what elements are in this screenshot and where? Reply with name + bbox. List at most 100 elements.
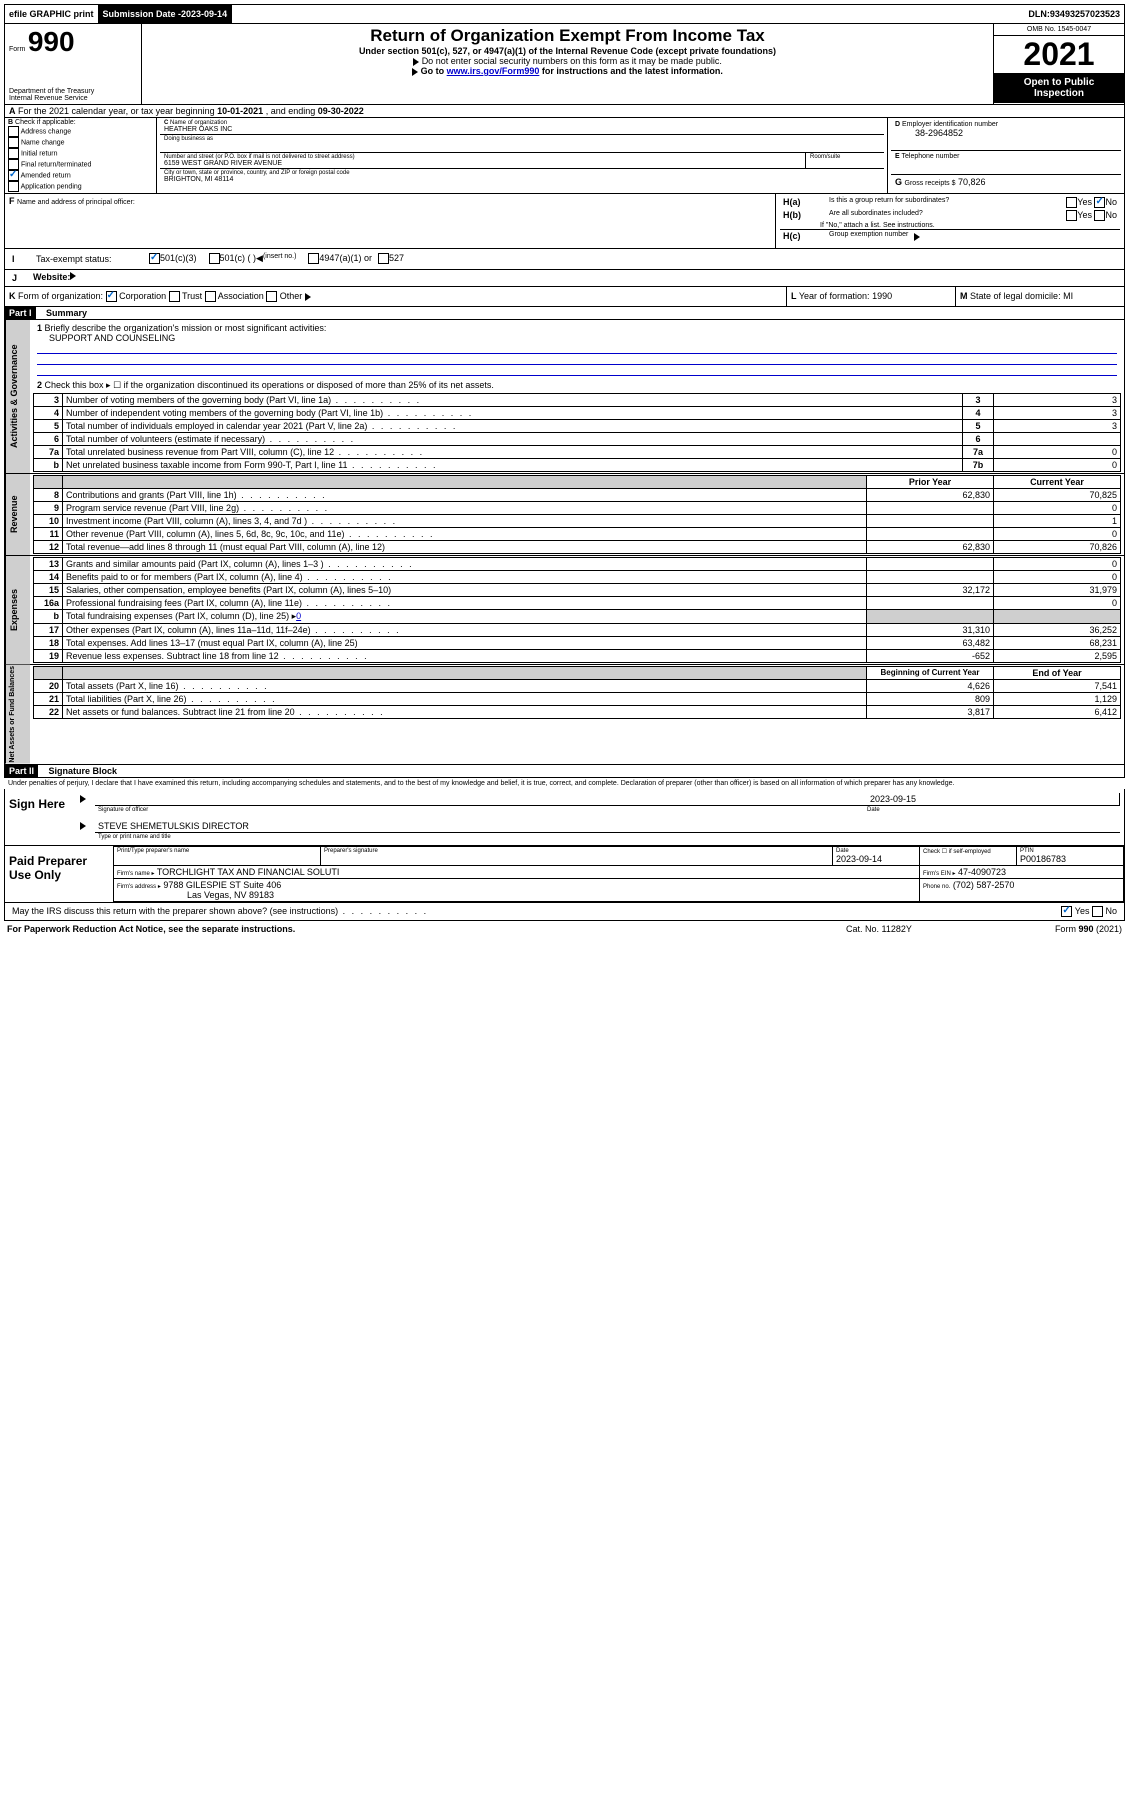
- check-501c3[interactable]: [149, 253, 160, 264]
- check-trust[interactable]: [169, 291, 180, 302]
- dept-treasury: Department of the Treasury: [9, 88, 137, 95]
- revenue-table: Prior YearCurrent Year 8Contributions an…: [33, 475, 1121, 554]
- prep-date: 2023-09-14: [836, 854, 916, 864]
- date-label: Date: [864, 806, 1120, 814]
- firm-addr1: 9788 GILESPIE ST Suite 406: [163, 880, 281, 890]
- sidebar-revenue: Revenue: [5, 474, 30, 555]
- arrow-icon: [412, 68, 418, 76]
- org-name: HEATHER OAKS INC: [164, 126, 880, 133]
- check-501c[interactable]: [209, 253, 220, 264]
- discuss-row: May the IRS discuss this return with the…: [4, 903, 1125, 921]
- tax-year: 2021: [994, 36, 1124, 73]
- ha-no[interactable]: [1094, 197, 1105, 208]
- part2-header: Part II: [5, 765, 38, 777]
- fundraising-link[interactable]: 0: [296, 611, 301, 621]
- firm-ein: 47-4090723: [958, 867, 1006, 877]
- footer-left: For Paperwork Reduction Act Notice, see …: [4, 923, 843, 935]
- city-state-zip: BRIGHTON, MI 48114: [164, 176, 880, 183]
- street-address: 6159 WEST GRAND RIVER AVENUE: [164, 160, 801, 167]
- hb-yes[interactable]: [1066, 210, 1077, 221]
- paid-preparer-block: Paid Preparer Use Only Print/Type prepar…: [4, 846, 1125, 903]
- form-number: 990: [28, 26, 75, 57]
- arrow-icon: [70, 272, 76, 280]
- footer-catno: Cat. No. 11282Y: [843, 923, 999, 935]
- form-title: Return of Organization Exempt From Incom…: [144, 26, 991, 46]
- hb-note: If "No," attach a list. See instructions…: [780, 222, 1120, 229]
- line-a: A For the 2021 calendar year, or tax yea…: [4, 105, 1125, 118]
- check-corporation[interactable]: [106, 291, 117, 302]
- line-i: I Tax-exempt status: 501(c)(3) 501(c) ( …: [4, 249, 1125, 270]
- arrow-icon: [413, 58, 419, 66]
- check-association[interactable]: [205, 291, 216, 302]
- hc-label: Group exemption number: [826, 230, 911, 242]
- sig-officer-label: Signature of officer: [95, 806, 864, 814]
- hb-label: Are all subordinates included?: [826, 209, 1063, 222]
- b-label: Check if applicable:: [15, 119, 76, 126]
- part1-header-row: Part I Summary: [4, 307, 1125, 320]
- state-domicile: MI: [1063, 291, 1073, 301]
- discuss-no[interactable]: [1092, 906, 1103, 917]
- sign-here-block: Sign Here 2023-09-15 Signature of office…: [4, 789, 1125, 846]
- arrow-icon: [80, 795, 86, 803]
- part1-header: Part I: [5, 307, 36, 319]
- firm-addr2: Las Vegas, NV 89183: [117, 890, 274, 900]
- check-application-pending[interactable]: [8, 181, 19, 192]
- ein: 38-2964852: [895, 128, 1117, 138]
- revenue-block: Revenue Prior YearCurrent Year 8Contribu…: [4, 474, 1125, 556]
- omb-number: OMB No. 1545-0047: [994, 24, 1124, 36]
- submission-date: Submission Date - 2023-09-14: [99, 5, 233, 23]
- firm-name: TORCHLIGHT TAX AND FINANCIAL SOLUTI: [157, 867, 340, 877]
- gross-receipts: 70,826: [958, 177, 986, 187]
- ptin: P00186783: [1020, 854, 1120, 864]
- part1-body: Activities & Governance 1 Briefly descri…: [4, 320, 1125, 474]
- sign-here-label: Sign Here: [5, 789, 73, 845]
- ha-yes[interactable]: [1066, 197, 1077, 208]
- topbar: efile GRAPHIC print Submission Date - 20…: [4, 4, 1125, 24]
- check-4947[interactable]: [308, 253, 319, 264]
- paid-preparer-label: Paid Preparer Use Only: [5, 846, 113, 902]
- expenses-block: Expenses 13Grants and similar amounts pa…: [4, 556, 1125, 665]
- part2-header-row: Part II Signature Block: [4, 765, 1125, 778]
- room-suite-label: Room/suite: [806, 153, 884, 168]
- l1-label: Briefly describe the organization's miss…: [45, 323, 327, 333]
- check-527[interactable]: [378, 253, 389, 264]
- declaration-text: Under penalties of perjury, I declare th…: [4, 778, 1125, 789]
- sidebar-expenses: Expenses: [5, 556, 30, 664]
- line-klm: K Form of organization: Corporation Trus…: [4, 287, 1125, 307]
- note-ssn: Do not enter social security numbers on …: [422, 56, 722, 66]
- footer: For Paperwork Reduction Act Notice, see …: [4, 921, 1125, 937]
- check-initial-return[interactable]: [8, 148, 19, 159]
- open-inspection: Open to Public Inspection: [994, 73, 1124, 103]
- year-formation: 1990: [872, 291, 892, 301]
- officer-name-title: STEVE SHEMETULSKIS DIRECTOR: [95, 820, 1120, 833]
- dln: DLN: 93493257023523: [1024, 5, 1124, 23]
- firm-phone: (702) 587-2570: [953, 880, 1015, 890]
- preparer-table: Print/Type preparer's name Preparer's si…: [113, 846, 1124, 902]
- f-label: Name and address of principal officer:: [17, 199, 135, 206]
- arrow-icon: [305, 293, 311, 301]
- goto-pre: Go to: [421, 66, 447, 76]
- efile-label[interactable]: efile GRAPHIC print: [5, 5, 99, 23]
- check-name-change[interactable]: [8, 137, 19, 148]
- goto-post: for instructions and the latest informat…: [539, 66, 723, 76]
- check-address-change[interactable]: [8, 126, 19, 137]
- l2-text: Check this box ▸ ☐ if the organization d…: [45, 380, 494, 390]
- sidebar-governance: Activities & Governance: [5, 320, 30, 473]
- name-title-label: Type or print name and title: [95, 833, 174, 841]
- hb-no[interactable]: [1094, 210, 1105, 221]
- form-header: Form 990 Department of the Treasury Inte…: [4, 24, 1125, 105]
- netassets-block: Net Assets or Fund Balances Beginning of…: [4, 665, 1125, 765]
- d-label: Employer identification number: [902, 121, 998, 128]
- discuss-yes[interactable]: [1061, 906, 1072, 917]
- line-j: J Website:: [4, 270, 1125, 287]
- check-other[interactable]: [266, 291, 277, 302]
- governance-table: 3Number of voting members of the governi…: [33, 393, 1121, 472]
- check-amended-return[interactable]: [8, 170, 19, 181]
- form-subtitle: Under section 501(c), 527, or 4947(a)(1)…: [144, 46, 991, 56]
- check-self-employed[interactable]: Check ☐ if self-employed: [920, 846, 1017, 865]
- g-label: Gross receipts $: [905, 180, 956, 187]
- instructions-link[interactable]: www.irs.gov/Form990: [447, 66, 540, 76]
- sidebar-netassets: Net Assets or Fund Balances: [5, 665, 30, 764]
- mission-text: SUPPORT AND COUNSELING: [37, 333, 1117, 343]
- officer-sign-date: 2023-09-15: [98, 794, 1116, 804]
